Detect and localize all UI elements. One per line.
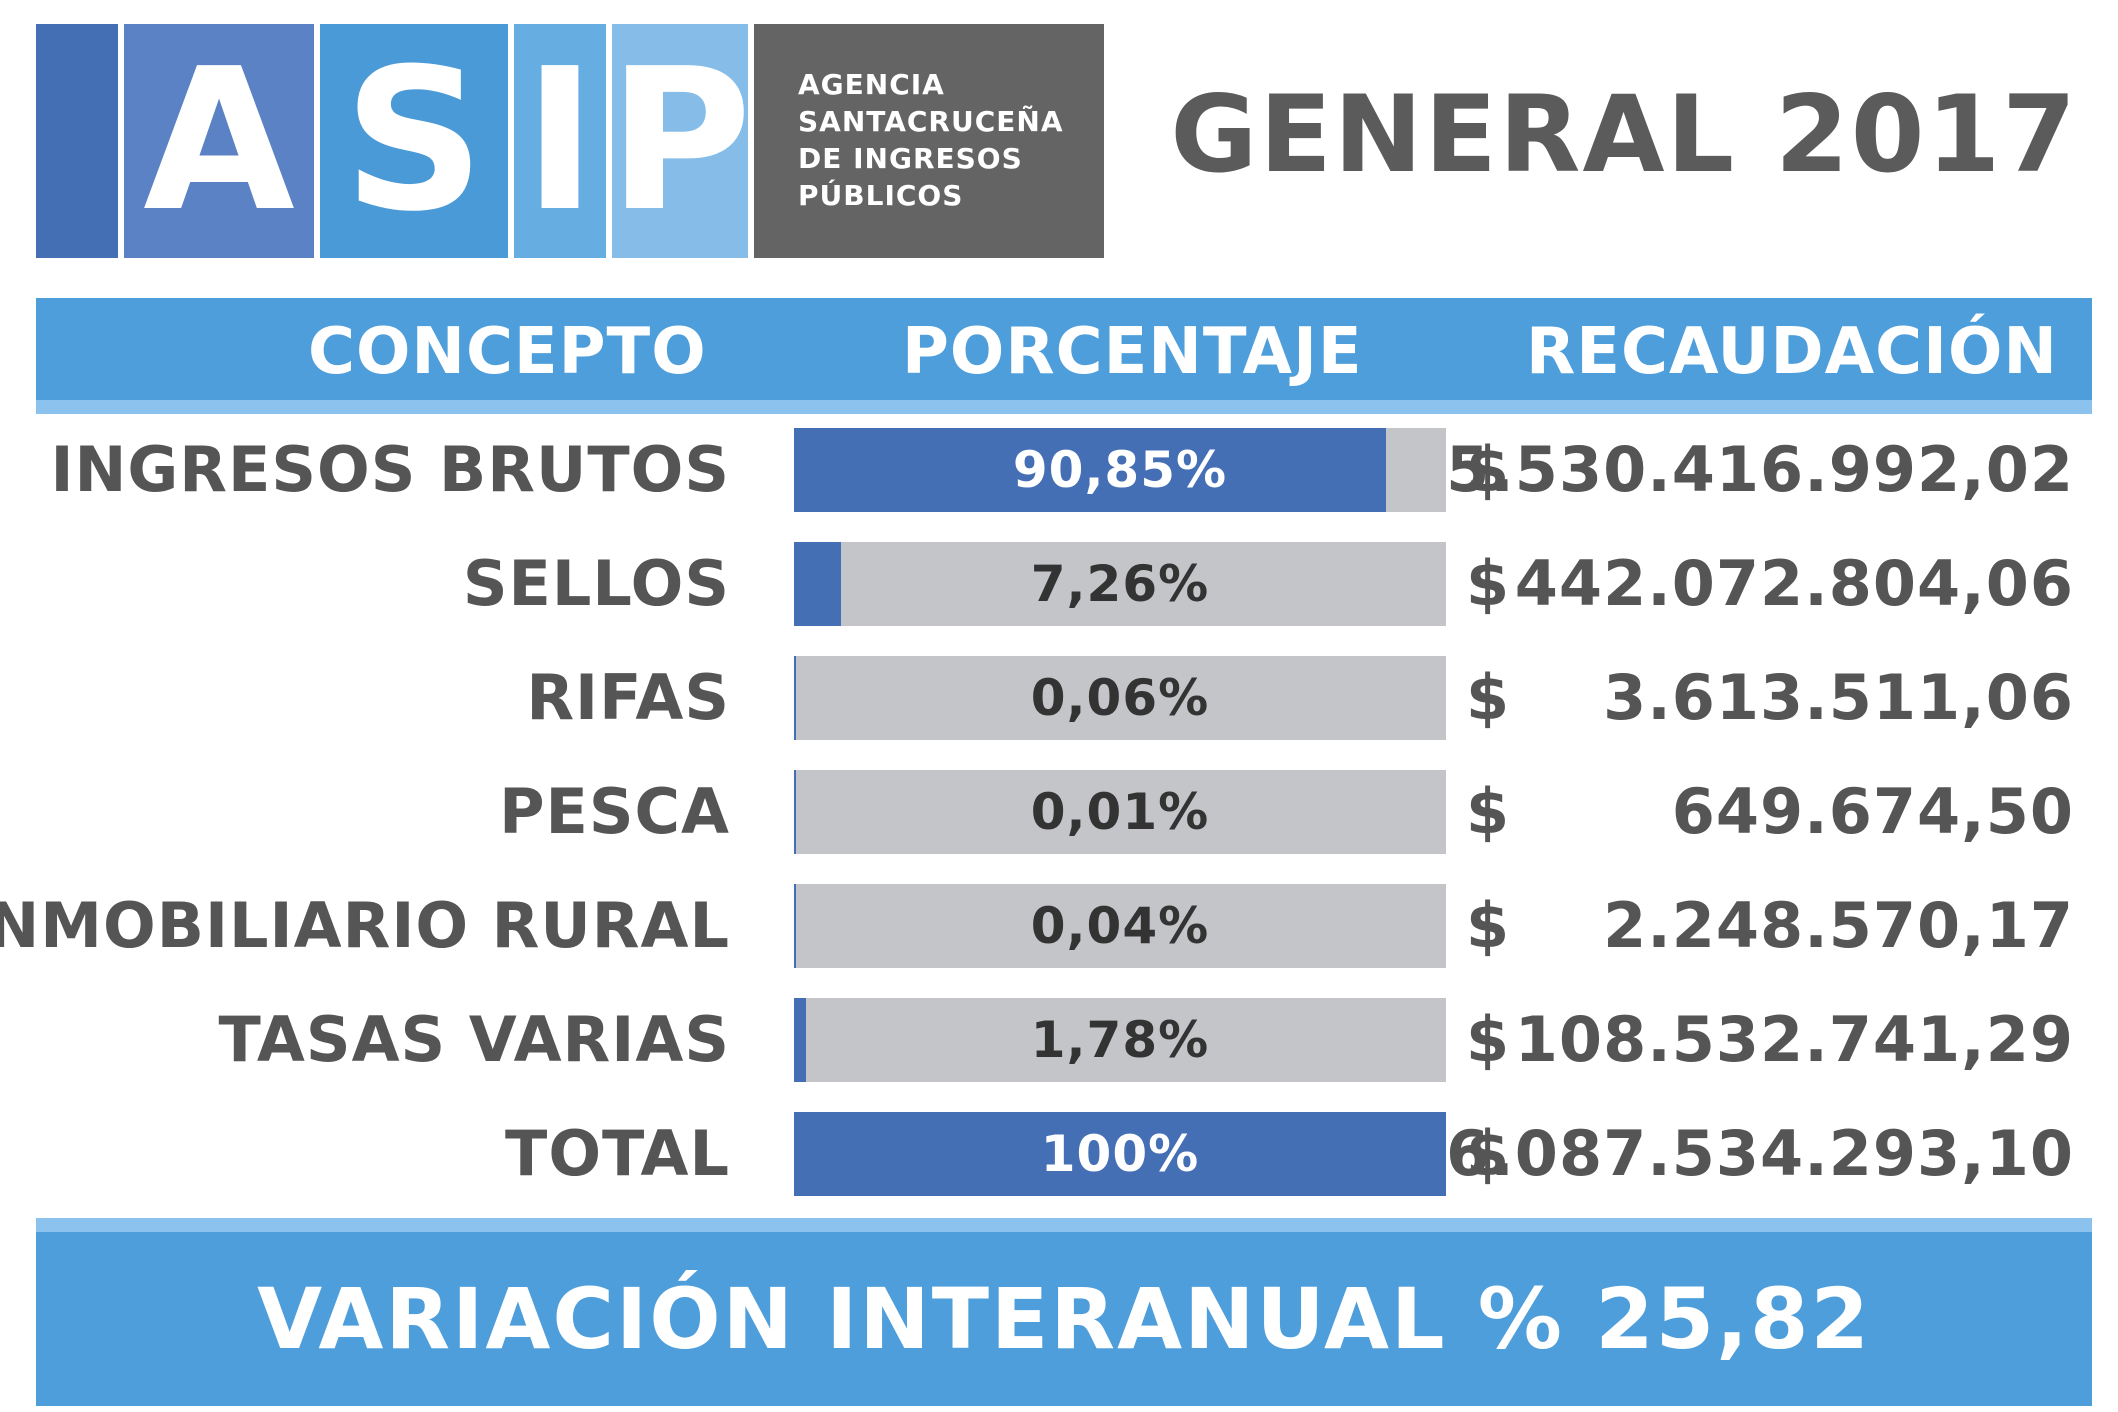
category-label: TOTAL [505,1117,730,1190]
logo-letter-s: S [343,27,485,255]
agency-line: PÚBLICOS [798,179,964,212]
percentage-label: 1,78% [1030,1011,1210,1069]
bar-track: 7,26% [794,542,1446,626]
percentage-label: 7,26% [1030,555,1210,613]
agency-name: AGENCIA SANTACRUCEÑA DE INGRESOS PÚBLICO… [798,66,1064,214]
agency-line: SANTACRUCEÑA [798,105,1064,138]
year-over-year-variation: VARIACIÓN INTERANUAL % 25,82 [257,1270,1871,1368]
report-title: GENERAL 2017 [1170,73,2078,196]
logo-strip [612,24,748,258]
header-concepto: CONCEPTO [308,315,707,389]
table-header: CONCEPTO PORCENTAJE RECAUDACIÓN [36,298,2092,414]
logo-letter-a: A [143,27,295,255]
percentage-label: 0,06% [1030,669,1210,727]
category-label: SELLOS [462,547,730,620]
currency-symbol: $ [1466,433,1510,506]
logo-letter-i: I [523,27,597,255]
bar-track: 100% [794,1112,1446,1196]
bar-track: 1,78% [794,998,1446,1082]
amount-label: 2.248.570,17 [1603,889,2074,962]
logo-strip [124,24,314,258]
table-row: TOTAL 100% $6.087.534.293,10 [0,1112,2118,1196]
category-label: TASAS VARIAS [218,1003,730,1076]
table-row: RIFAS 0,06% $3.613.511,06 [0,656,2118,740]
category-label: INGRESOS BRUTOS [50,433,730,506]
table-row: PESCA 0,01% $649.674,50 [0,770,2118,854]
table-row: SELLOS 7,26% $442.072.804,06 [0,542,2118,626]
amount-label: 3.613.511,06 [1603,661,2074,734]
amount-label: 6.087.534.293,10 [1446,1117,2074,1190]
table-row: TASAS VARIAS 1,78% $108.532.741,29 [0,998,2118,1082]
bar-track: 0,06% [794,656,1446,740]
bar [794,1112,1446,1196]
agency-line: AGENCIA [798,68,945,101]
category-label: PESCA [499,775,730,848]
table-row: INGRESOS BRUTOS 90,85% $5.530.416.992,02 [0,428,2118,512]
agency-name-box: AGENCIA SANTACRUCEÑA DE INGRESOS PÚBLICO… [754,24,1104,258]
header-recaudacion: RECAUDACIÓN [1526,315,2058,389]
amount-label: 442.072.804,06 [1514,547,2074,620]
currency-symbol: $ [1466,775,1510,848]
logo-strip [320,24,508,258]
category-label: RIFAS [526,661,730,734]
bar [794,656,796,740]
percentage-label: 0,04% [1030,897,1210,955]
currency-symbol: $ [1466,1003,1510,1076]
table-row: INMOBILIARIO RURAL 0,04% $2.248.570,17 [0,884,2118,968]
amount-label: 649.674,50 [1671,775,2074,848]
logo-strip [36,24,118,258]
logo-letter-p: P [608,27,752,255]
currency-symbol: $ [1466,889,1510,962]
bar-track: 90,85% [794,428,1446,512]
bar [794,770,796,854]
currency-symbol: $ [1466,661,1510,734]
header-porcentaje: PORCENTAJE [902,315,1363,389]
percentage-label: 90,85% [1012,441,1228,499]
category-label: INMOBILIARIO RURAL [0,889,730,962]
bar-track: 0,01% [794,770,1446,854]
bar [794,998,806,1082]
agency-line: DE INGRESOS [798,142,1023,175]
amount-label: 108.532.741,29 [1514,1003,2074,1076]
percentage-label: 0,01% [1030,783,1210,841]
bar [794,428,1386,512]
footer-bar: VARIACIÓN INTERANUAL % 25,82 [36,1218,2092,1406]
currency-symbol: $ [1466,1117,1510,1190]
amount-label: 5.530.416.992,02 [1446,433,2074,506]
logo-strip [514,24,606,258]
bar-track: 0,04% [794,884,1446,968]
currency-symbol: $ [1466,547,1510,620]
percentage-label: 100% [1040,1125,1200,1183]
bar [794,542,841,626]
asip-logo: A S I P AGENCIA SANTACRUCEÑA DE INGRESOS… [36,24,1104,258]
bar [794,884,796,968]
